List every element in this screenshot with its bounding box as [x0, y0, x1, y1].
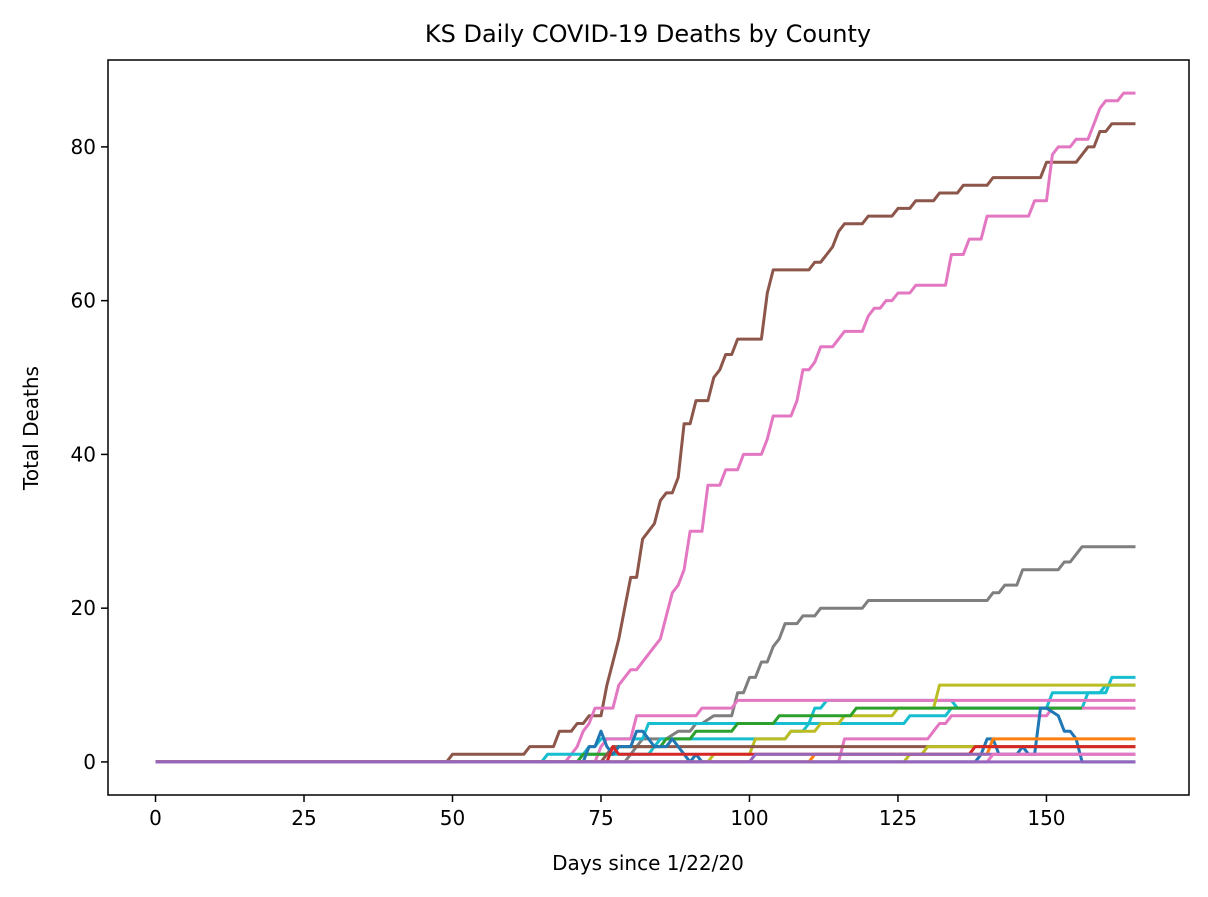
y-tick-label: 0 — [83, 750, 96, 774]
x-axis: 0 25 50 75 100 125 150 — [149, 795, 1066, 830]
chart-title: KS Daily COVID-19 Deaths by County — [425, 20, 871, 48]
y-tick-label: 20 — [71, 596, 96, 620]
y-tick-label: 80 — [71, 135, 96, 159]
series-line-2 — [155, 91, 1136, 764]
x-tick-label: 75 — [588, 806, 613, 830]
x-tick-label: 25 — [291, 806, 316, 830]
x-tick-label: 150 — [1027, 806, 1065, 830]
y-tick-label: 60 — [71, 289, 96, 313]
series-line-6 — [155, 698, 1136, 764]
x-tick-label: 125 — [879, 806, 917, 830]
plot-frame — [107, 59, 1190, 796]
x-tick-label: 50 — [440, 806, 465, 830]
x-tick-label: 0 — [149, 806, 162, 830]
y-axis-label: Total Deaths — [19, 366, 43, 491]
y-tick-label: 40 — [71, 442, 96, 466]
series-line-1 — [155, 122, 1136, 764]
y-axis: 0 20 40 60 80 — [71, 135, 108, 774]
series-layer — [155, 91, 1136, 764]
series-line-3 — [155, 545, 1136, 764]
x-axis-label: Days since 1/22/20 — [552, 851, 744, 875]
series-line-9 — [155, 706, 1083, 764]
x-tick-label: 100 — [730, 806, 768, 830]
